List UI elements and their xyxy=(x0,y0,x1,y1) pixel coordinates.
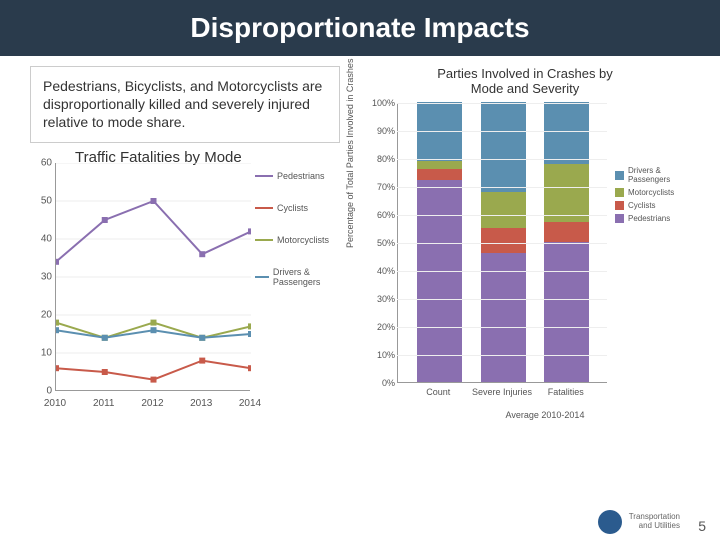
bar-chart-gridline xyxy=(397,215,607,216)
bar-chart-ytick: 40% xyxy=(367,266,395,276)
legend-label: Pedestrians xyxy=(277,171,325,181)
bar-chart-ytick: 70% xyxy=(367,182,395,192)
legend-swatch-icon xyxy=(615,214,624,223)
legend-label: Drivers & Passengers xyxy=(628,166,705,184)
bar-chart-legend: Drivers & Passengers Motorcyclists Cyclist… xyxy=(615,166,705,227)
line-legend-item: Motorcyclists xyxy=(255,235,340,245)
line-chart-ytick: 10 xyxy=(30,347,52,358)
bar-legend-item: Pedestrians xyxy=(615,214,705,223)
line-chart-ytick: 30 xyxy=(30,271,52,282)
logo-line1: Transportation xyxy=(629,512,680,521)
bar-segment xyxy=(481,228,526,253)
line-chart-ytick: 50 xyxy=(30,195,52,206)
page-title: Disproportionate Impacts xyxy=(0,0,720,56)
bar-chart-gridline xyxy=(397,243,607,244)
line-legend-item: Drivers & Passengers xyxy=(255,267,340,287)
line-chart-xlabel: 2010 xyxy=(44,398,66,409)
logo-circle-icon xyxy=(598,510,622,534)
bar-segment xyxy=(417,169,462,180)
legend-swatch-icon xyxy=(615,188,624,197)
left-column: Pedestrians, Bicyclists, and Motorcyclis… xyxy=(30,66,340,420)
bar-chart-subtitle: Mode and Severity xyxy=(355,81,695,96)
bar-chart-gridline xyxy=(397,187,607,188)
bar-chart-gridline xyxy=(397,299,607,300)
bar-segment xyxy=(417,180,462,382)
bar-legend-item: Motorcyclists xyxy=(615,188,705,197)
bar-segment xyxy=(417,161,462,169)
right-column: Parties Involved in Crashes by Mode and … xyxy=(355,66,695,420)
legend-label: Cyclists xyxy=(277,203,308,213)
line-chart-xlabel: 2014 xyxy=(239,398,261,409)
bar-chart-gridline xyxy=(397,355,607,356)
bar-chart-gridline xyxy=(397,103,607,104)
line-legend-item: Pedestrians xyxy=(255,171,340,181)
bar-chart-gridline xyxy=(397,271,607,272)
line-chart-ytick: 20 xyxy=(30,309,52,320)
bar-chart-title: Parties Involved in Crashes by xyxy=(355,66,695,81)
bar-segment xyxy=(544,222,589,242)
legend-label: Cyclists xyxy=(628,201,656,210)
line-chart-xlabel: 2013 xyxy=(190,398,212,409)
bar-segment xyxy=(544,102,589,164)
logo-line2: and Utilities xyxy=(639,521,680,530)
legend-swatch-icon xyxy=(255,276,269,278)
line-chart-xlabel: 2012 xyxy=(141,398,163,409)
line-chart-ytick: 0 xyxy=(30,385,52,396)
bar-chart-ytick: 60% xyxy=(367,210,395,220)
callout-text: Pedestrians, Bicyclists, and Motorcyclis… xyxy=(30,66,340,143)
bar-segment xyxy=(481,192,526,228)
legend-swatch-icon xyxy=(255,207,273,209)
bar-segment xyxy=(481,253,526,382)
page-number: 5 xyxy=(698,518,706,534)
legend-label: Motorcyclists xyxy=(628,188,674,197)
bar-chart-ytick: 80% xyxy=(367,154,395,164)
bar-chart: Percentage of Total Parties Involved in … xyxy=(355,98,695,418)
bar-legend-item: Drivers & Passengers xyxy=(615,166,705,184)
legend-label: Motorcyclists xyxy=(277,235,329,245)
bar-segment xyxy=(544,242,589,382)
line-legend-item: Cyclists xyxy=(255,203,340,213)
bar-chart-ytick: 30% xyxy=(367,294,395,304)
line-chart-legend: Pedestrians Cyclists Motorcyclists Drivers … xyxy=(255,171,340,309)
bar-chart-xlabel: Severe Injuries xyxy=(472,387,532,397)
bar-chart-gridline xyxy=(397,131,607,132)
legend-swatch-icon xyxy=(615,171,624,180)
bar-chart-ytick: 0% xyxy=(367,378,395,388)
legend-swatch-icon xyxy=(615,201,624,210)
bar-chart-xlabel: Fatalities xyxy=(548,387,584,397)
line-chart-svg xyxy=(56,163,251,391)
bar-segment xyxy=(544,164,589,223)
bar-segment xyxy=(481,102,526,192)
line-chart-container: Traffic Fatalities by Mode PedestriansCy… xyxy=(30,151,340,411)
content-area: Pedestrians, Bicyclists, and Motorcyclis… xyxy=(0,56,720,425)
line-chart-plot xyxy=(55,163,250,391)
bar-chart-gridline xyxy=(397,327,607,328)
bar-chart-ytick: 50% xyxy=(367,238,395,248)
bar-chart-bar xyxy=(544,102,589,382)
line-chart-xlabel: 2011 xyxy=(93,398,115,409)
bar-chart-ytick: 90% xyxy=(367,126,395,136)
bar-chart-y-axis-label: Percentage of Total Parties Involved in … xyxy=(345,59,355,248)
line-chart-ytick: 60 xyxy=(30,157,52,168)
line-chart: Traffic Fatalities by Mode PedestriansCy… xyxy=(30,151,340,411)
bar-chart-ytick: 20% xyxy=(367,322,395,332)
footer-logo: Transportation and Utilities xyxy=(598,510,680,534)
bar-chart-gridline xyxy=(397,159,607,160)
legend-swatch-icon xyxy=(255,239,273,241)
bar-chart-xlabel: Count xyxy=(426,387,450,397)
legend-label: Pedestrians xyxy=(628,214,670,223)
legend-swatch-icon xyxy=(255,175,273,177)
line-chart-ytick: 40 xyxy=(30,233,52,244)
bar-chart-ytick: 10% xyxy=(367,350,395,360)
legend-label: Drivers & Passengers xyxy=(273,267,340,287)
bar-legend-item: Cyclists xyxy=(615,201,705,210)
bar-chart-ytick: 100% xyxy=(367,98,395,108)
